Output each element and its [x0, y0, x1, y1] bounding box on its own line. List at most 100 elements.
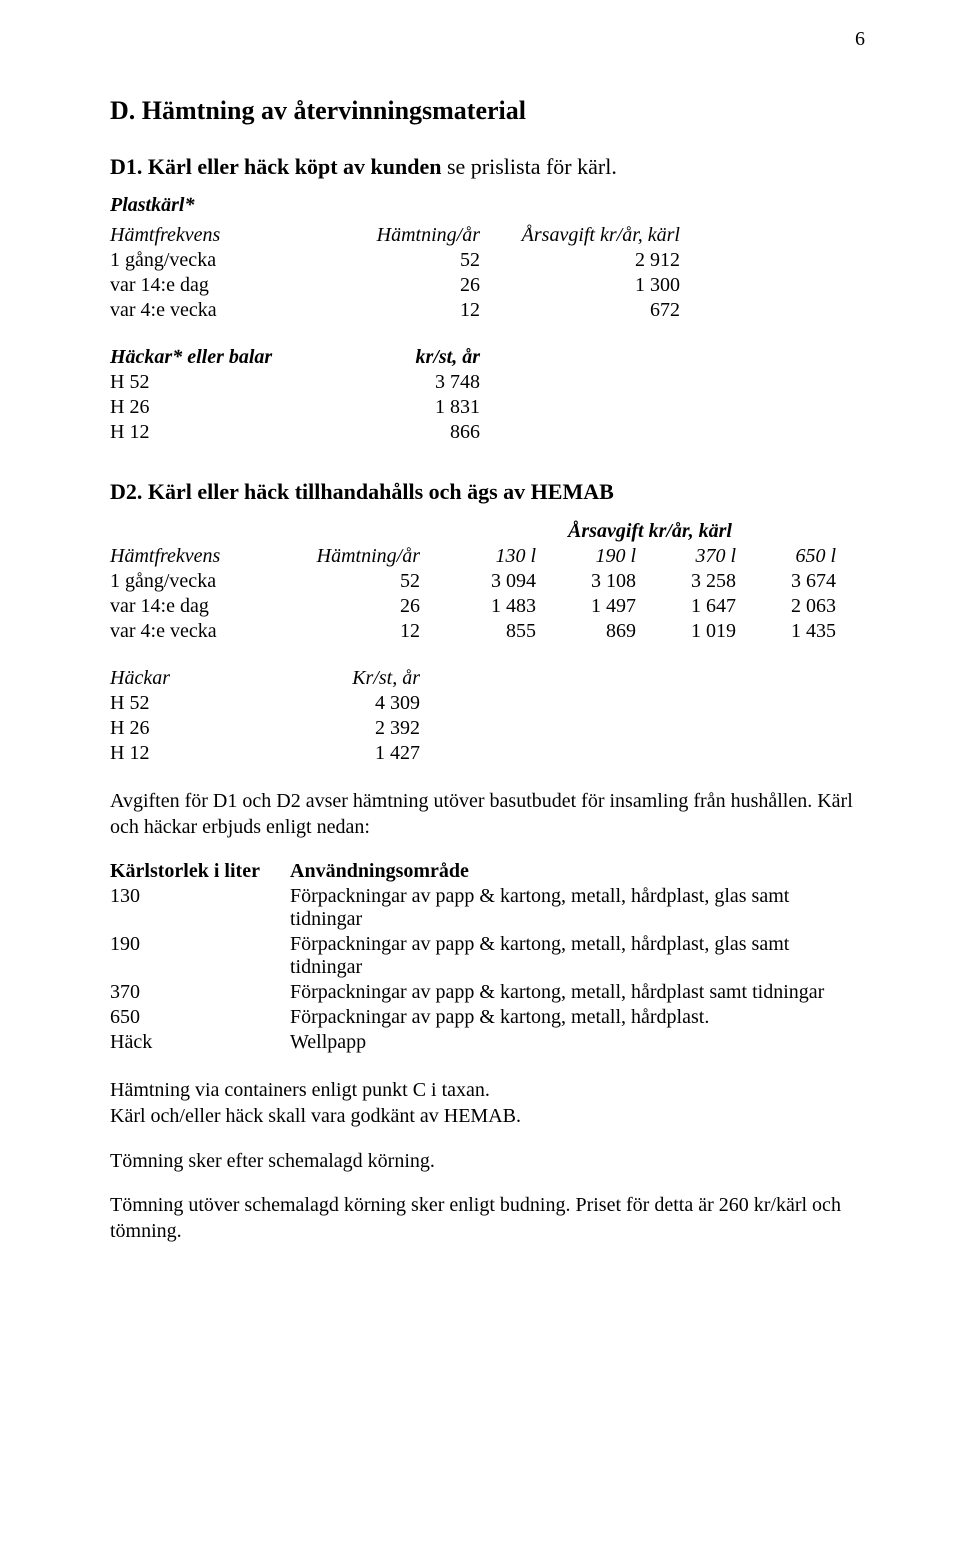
body-line: Hämtning via containers enligt punkt C i…	[110, 1079, 490, 1101]
cell: 26	[310, 595, 450, 618]
cell: 672	[520, 299, 710, 322]
cell: 370	[110, 981, 290, 1004]
table-row: H 12 866	[110, 420, 865, 445]
cell: Häck	[110, 1031, 290, 1054]
cell: 1 435	[750, 620, 850, 643]
table-span-header: Årsavgift kr/år, kärl	[450, 520, 850, 543]
cell: H 52	[110, 371, 350, 394]
usage-table: Kärlstorlek i liter Användningsområde 13…	[110, 859, 865, 1055]
cell: 1 300	[520, 274, 710, 297]
cell: 866	[350, 421, 520, 444]
table-row: H 26 2 392	[110, 716, 865, 741]
cell: H 52	[110, 692, 310, 715]
table-row: 370 Förpackningar av papp & kartong, met…	[110, 980, 865, 1005]
table-row: H 52 4 309	[110, 691, 865, 716]
table-row: var 4:e vecka 12 672	[110, 298, 865, 323]
cell: 2 912	[520, 249, 710, 272]
cell: 1 gång/vecka	[110, 570, 310, 593]
cell: 2 392	[310, 717, 450, 740]
cell: var 4:e vecka	[110, 620, 310, 643]
cell: H 12	[110, 742, 310, 765]
cell: var 4:e vecka	[110, 299, 350, 322]
table-header: Användningsområde	[290, 860, 860, 883]
heading-d2: D2. Kärl eller häck tillhandahålls och ä…	[110, 479, 865, 505]
cell: 130	[110, 885, 290, 908]
cell: Förpackningar av papp & kartong, metall,…	[290, 1006, 860, 1029]
table-header: 650 l	[750, 545, 850, 568]
d2-hackar-table: Häckar Kr/st, år H 52 4 309 H 26 2 392 H…	[110, 666, 865, 766]
table-row: 1 gång/vecka 52 2 912	[110, 248, 865, 273]
cell: var 14:e dag	[110, 274, 350, 297]
table-header: Kärlstorlek i liter	[110, 860, 290, 883]
heading-d1-bold: D1. Kärl eller häck köpt av kunden	[110, 154, 447, 179]
cell: 1 483	[450, 595, 550, 618]
table-row: H 12 1 427	[110, 741, 865, 766]
cell: 1 497	[550, 595, 650, 618]
body-paragraph: Avgiften för D1 och D2 avser hämtning ut…	[110, 788, 865, 841]
cell: 12	[310, 620, 450, 643]
cell: H 26	[110, 717, 310, 740]
d2-hackar-label: Häckar	[110, 667, 310, 690]
cell: 869	[550, 620, 650, 643]
d2-table: Årsavgift kr/år, kärl Hämtfrekvens Hämtn…	[110, 519, 865, 644]
table-header: Hämtfrekvens	[110, 224, 350, 247]
table-header: Årsavgift kr/år, kärl	[520, 224, 710, 247]
table-row: var 14:e dag 26 1 483 1 497 1 647 2 063	[110, 594, 865, 619]
table-row: 190 Förpackningar av papp & kartong, met…	[110, 932, 865, 980]
table-header: 130 l	[450, 545, 550, 568]
cell: H 26	[110, 396, 350, 419]
page-number: 6	[855, 28, 865, 51]
table-header: Hämtfrekvens	[110, 545, 310, 568]
body-line: Kärl och/eller häck skall vara godkänt a…	[110, 1105, 521, 1127]
table-row: 130 Förpackningar av papp & kartong, met…	[110, 884, 865, 932]
table-row: 650 Förpackningar av papp & kartong, met…	[110, 1005, 865, 1030]
cell: 3 674	[750, 570, 850, 593]
cell: 855	[450, 620, 550, 643]
cell: 1 831	[350, 396, 520, 419]
table-row: var 14:e dag 26 1 300	[110, 273, 865, 298]
table-row: H 26 1 831	[110, 395, 865, 420]
cell: Förpackningar av papp & kartong, metall,…	[290, 981, 860, 1004]
cell: 4 309	[310, 692, 450, 715]
heading-d1: D1. Kärl eller häck köpt av kunden se pr…	[110, 154, 865, 180]
table-row: var 4:e vecka 12 855 869 1 019 1 435	[110, 619, 865, 644]
cell: 52	[350, 249, 520, 272]
table-header: kr/st, år	[350, 346, 520, 369]
plastkarl-label: Plastkärl*	[110, 194, 865, 217]
cell: Förpackningar av papp & kartong, metall,…	[290, 885, 860, 931]
cell: var 14:e dag	[110, 595, 310, 618]
cell: 3 094	[450, 570, 550, 593]
cell: 3 748	[350, 371, 520, 394]
cell: 1 gång/vecka	[110, 249, 350, 272]
page: 6 D. Hämtning av återvinningsmaterial D1…	[0, 0, 960, 1546]
table-row: Häck Wellpapp	[110, 1030, 865, 1055]
body-paragraph: Hämtning via containers enligt punkt C i…	[110, 1077, 865, 1130]
table-header: 190 l	[550, 545, 650, 568]
heading-d1-suffix: se prislista för kärl.	[447, 154, 617, 179]
cell: 190	[110, 933, 290, 956]
plastkarl-table: Hämtfrekvens Hämtning/år Årsavgift kr/år…	[110, 223, 865, 323]
hackar-balar-table: Häckar* eller balar kr/st, år H 52 3 748…	[110, 345, 865, 445]
cell: 12	[350, 299, 520, 322]
cell: Wellpapp	[290, 1031, 860, 1054]
hackar-balar-label: Häckar* eller balar	[110, 346, 350, 369]
table-header: Hämtning/år	[350, 224, 520, 247]
cell: 650	[110, 1006, 290, 1029]
body-paragraph: Tömning sker efter schemalagd körning.	[110, 1148, 865, 1174]
cell: 26	[350, 274, 520, 297]
table-row: H 52 3 748	[110, 370, 865, 395]
heading-d: D. Hämtning av återvinningsmaterial	[110, 96, 865, 126]
table-row: 1 gång/vecka 52 3 094 3 108 3 258 3 674	[110, 569, 865, 594]
cell: Förpackningar av papp & kartong, metall,…	[290, 933, 860, 979]
cell: H 12	[110, 421, 350, 444]
cell: 1 647	[650, 595, 750, 618]
cell: 3 258	[650, 570, 750, 593]
cell: 1 427	[310, 742, 450, 765]
table-header: 370 l	[650, 545, 750, 568]
table-header: Kr/st, år	[310, 667, 450, 690]
cell: 52	[310, 570, 450, 593]
cell: 3 108	[550, 570, 650, 593]
cell: 1 019	[650, 620, 750, 643]
table-header: Hämtning/år	[310, 545, 450, 568]
cell: 2 063	[750, 595, 850, 618]
